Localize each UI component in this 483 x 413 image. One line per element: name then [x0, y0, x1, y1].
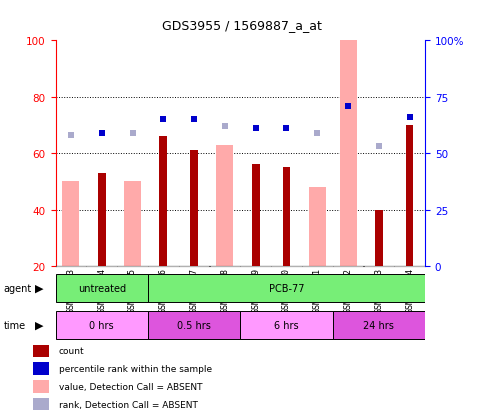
Text: GSM158376: GSM158376 [159, 268, 168, 313]
Bar [33, 380, 49, 392]
Text: 0.5 hrs: 0.5 hrs [177, 320, 211, 330]
Text: GSM158378: GSM158378 [220, 268, 229, 313]
Text: GSM158375: GSM158375 [128, 268, 137, 313]
Text: GSM158374: GSM158374 [97, 268, 106, 313]
Bar [252, 165, 259, 266]
Bar [56, 274, 148, 302]
Text: untreated: untreated [78, 283, 126, 293]
Bar [148, 311, 241, 339]
Text: GSM158384: GSM158384 [405, 268, 414, 313]
Text: 24 hrs: 24 hrs [363, 320, 394, 330]
Bar [33, 363, 49, 375]
Bar [62, 182, 79, 266]
Bar [98, 173, 106, 266]
Bar [190, 151, 198, 266]
Text: GSM158373: GSM158373 [67, 268, 75, 313]
Text: percentile rank within the sample: percentile rank within the sample [58, 364, 212, 373]
Text: 0 hrs: 0 hrs [89, 320, 114, 330]
Text: value, Detection Call = ABSENT: value, Detection Call = ABSENT [58, 382, 202, 391]
Text: ▶: ▶ [35, 283, 43, 293]
Bar [56, 311, 148, 339]
Bar [148, 274, 425, 302]
Text: PCB-77: PCB-77 [269, 283, 304, 293]
Bar [33, 398, 49, 410]
Bar [240, 311, 333, 339]
Text: GSM158381: GSM158381 [313, 268, 322, 313]
Bar [340, 33, 356, 266]
Bar [309, 188, 326, 266]
Text: GSM158379: GSM158379 [251, 268, 260, 313]
Text: ▶: ▶ [35, 320, 43, 330]
Bar [33, 345, 49, 357]
Text: GDS3955 / 1569887_a_at: GDS3955 / 1569887_a_at [161, 19, 322, 31]
Text: agent: agent [4, 283, 32, 293]
Text: GSM158377: GSM158377 [190, 268, 199, 313]
Bar [375, 210, 383, 266]
Text: 6 hrs: 6 hrs [274, 320, 299, 330]
Bar [216, 145, 233, 266]
Bar [283, 168, 290, 266]
Bar [333, 311, 425, 339]
Text: GSM158382: GSM158382 [343, 268, 353, 313]
Text: GSM158383: GSM158383 [374, 268, 384, 313]
Text: time: time [4, 320, 26, 330]
Bar [159, 137, 167, 266]
Text: rank, Detection Call = ABSENT: rank, Detection Call = ABSENT [58, 400, 198, 408]
Text: count: count [58, 347, 84, 356]
Bar [406, 126, 413, 266]
Text: GSM158380: GSM158380 [282, 268, 291, 313]
Bar [124, 182, 141, 266]
